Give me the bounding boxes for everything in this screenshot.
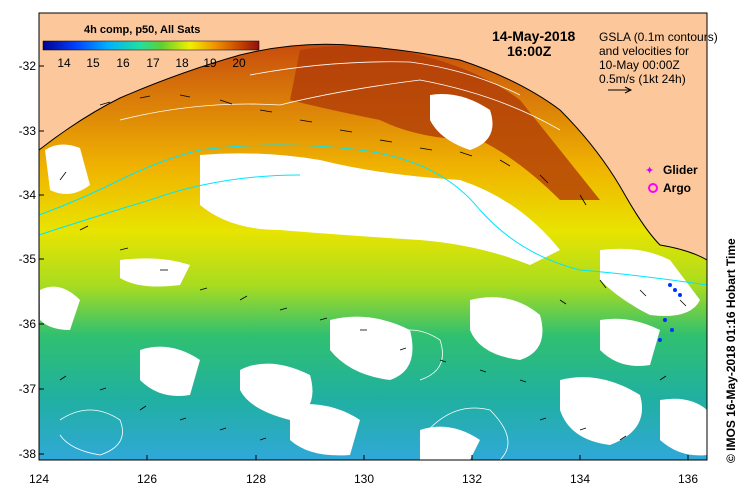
colorbar-tick: 16 <box>116 56 130 70</box>
colorbar-tick: 14 <box>57 56 71 70</box>
y-tick-label: -37 <box>18 382 36 396</box>
colorbar-tick: 19 <box>203 56 217 70</box>
legend-glider-label: Glider <box>663 163 698 177</box>
y-tick-label: -32 <box>18 59 36 73</box>
colorbar <box>42 40 260 51</box>
x-tick-label: 130 <box>353 472 375 486</box>
map-date: 14-May-2018 <box>492 28 576 44</box>
y-tick-label: -38 <box>18 447 36 461</box>
glider-marker-icon: ✦ <box>645 164 654 177</box>
note-line: 10-May 00:00Z <box>599 58 680 72</box>
y-tick-label: -35 <box>18 252 36 266</box>
y-tick-label: -36 <box>18 317 36 331</box>
x-tick-label: 132 <box>461 472 483 486</box>
velocity-arrows <box>59 94 687 441</box>
y-tick-label: -34 <box>18 188 36 202</box>
x-tick-label: 128 <box>245 472 267 486</box>
legend-argo-label: Argo <box>663 181 691 195</box>
map-time: 16:00Z <box>507 43 552 59</box>
colorbar-tick: 20 <box>232 56 246 70</box>
x-tick-label: 134 <box>569 472 591 486</box>
note-line: 0.5m/s (1kt 24h) <box>599 72 686 86</box>
colorbar-tick: 18 <box>175 56 189 70</box>
colorbar-tick: 17 <box>146 56 160 70</box>
credit-text: © IMOS 16-May-2018 01:16 Hobart Time <box>724 238 738 463</box>
note-line: GSLA (0.1m contours) <box>599 30 718 44</box>
y-ticks <box>39 65 44 455</box>
coastline <box>39 43 707 261</box>
gsla-contours <box>59 61 561 460</box>
x-ticks <box>38 455 689 460</box>
y-tick-label: -33 <box>18 124 36 138</box>
x-tick-label: 126 <box>136 472 158 486</box>
scale-arrow-head <box>624 86 633 94</box>
argo-marker-icon <box>648 183 658 193</box>
current-lines <box>39 144 707 286</box>
x-tick-label: 136 <box>677 472 699 486</box>
colorbar-title: 4h comp, p50, All Sats <box>84 24 201 36</box>
cloud-gaps <box>40 94 707 460</box>
note-line: and velocities for <box>599 44 690 58</box>
glider-tracks <box>658 283 682 342</box>
colorbar-tick: 15 <box>86 56 100 70</box>
x-tick-label: 124 <box>28 472 50 486</box>
plot-frame <box>38 12 708 461</box>
